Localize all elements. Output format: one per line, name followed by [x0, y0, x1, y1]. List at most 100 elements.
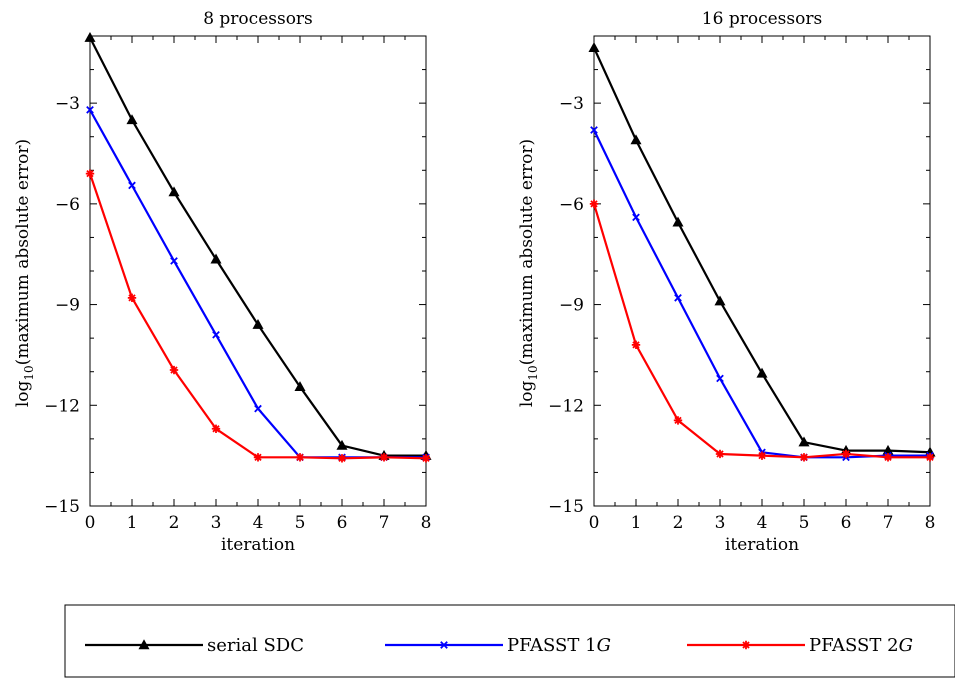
data-point [716, 374, 724, 383]
y-tick-label: −6 [559, 195, 584, 215]
x-tick-label: 3 [715, 513, 726, 533]
x-tick-label: 5 [799, 513, 810, 533]
data-point [295, 453, 305, 462]
data-point [128, 181, 136, 190]
data-point [756, 367, 768, 378]
data-point [211, 424, 221, 433]
y-tick-label: −12 [44, 396, 80, 416]
legend-marker [741, 640, 751, 650]
data-point [631, 340, 641, 350]
data-point [925, 453, 935, 462]
data-point [212, 330, 220, 339]
legend-marker [138, 639, 150, 650]
data-point [588, 42, 600, 52]
data-point [799, 453, 809, 462]
x-tick-label: 5 [295, 513, 306, 533]
legend-label: PFASST 1G [507, 635, 611, 656]
x-axis-label: iteration [221, 535, 295, 555]
data-point [421, 454, 431, 463]
plot-frame [593, 35, 931, 507]
data-point [170, 257, 178, 265]
data-point [127, 293, 137, 303]
y-axis-label-log: log [13, 380, 33, 407]
legend-label-text: serial SDC [207, 635, 304, 656]
chart-panel-16-processors: 16 processors 0 1 2 3 4 5 6 7 8 −15 −12 −9 −6 −3 iterat… [517, 9, 936, 555]
data-point [589, 199, 599, 209]
legend-label-text: PFASST 1 [507, 635, 597, 656]
data-point [883, 453, 893, 462]
data-point [85, 169, 95, 178]
data-point [757, 451, 767, 460]
y-tick-label: −3 [559, 94, 584, 114]
data-point [168, 186, 180, 197]
data-point [253, 453, 263, 462]
chart-panel-8-processors: 8 processors 0 1 2 3 4 5 6 7 8 −15 −12 −9 −6 −3 iterati… [13, 9, 432, 555]
data-point [254, 404, 262, 413]
y-axis-label-rest: (maximum absolute error) [517, 139, 537, 365]
x-tick-label: 1 [631, 513, 642, 533]
data-point [294, 381, 306, 392]
y-tick-label: −12 [548, 396, 584, 416]
series-line [89, 109, 426, 459]
series-line [592, 203, 930, 459]
x-tick-label: 8 [421, 513, 432, 533]
x-axis-label: iteration [725, 535, 799, 555]
data-point [672, 216, 684, 227]
x-tick-label: 3 [211, 513, 222, 533]
data-point [84, 31, 96, 42]
data-point [841, 449, 851, 459]
data-point [126, 114, 138, 125]
x-tick-label: 1 [127, 513, 138, 533]
data-point [590, 126, 598, 134]
y-tick-label: −9 [55, 296, 80, 316]
x-tick-label: 0 [85, 513, 96, 533]
x-tick-label: 4 [253, 513, 264, 533]
y-tick-label: −9 [559, 296, 584, 316]
legend-marker [440, 641, 448, 649]
y-axis-label-subscript: 10 [526, 365, 540, 380]
data-point [336, 439, 348, 450]
data-point [337, 454, 347, 463]
plot-frame [89, 35, 427, 507]
data-point [674, 294, 682, 302]
data-point [86, 106, 94, 114]
x-tick-label: 7 [883, 513, 894, 533]
y-axis-label: log10(maximum absolute error) [517, 139, 540, 407]
y-tick-label: −3 [55, 94, 80, 114]
series-line [89, 37, 426, 457]
chart-title: 16 processors [702, 9, 822, 29]
legend-label-g: G [597, 635, 611, 656]
data-point [630, 134, 642, 145]
series-line [593, 129, 930, 459]
x-tick-label: 6 [841, 513, 852, 533]
legend-label-g: G [899, 635, 913, 656]
y-axis-label-log: log [517, 380, 537, 407]
legend-label: PFASST 2G [809, 635, 913, 656]
data-point [210, 253, 222, 264]
x-tick-label: 8 [925, 513, 936, 533]
x-tick-label: 2 [169, 513, 180, 533]
data-point [798, 436, 810, 447]
data-point [673, 416, 683, 425]
data-point [169, 365, 179, 375]
y-axis-label: log10(maximum absolute error) [13, 139, 36, 407]
x-tick-label: 4 [757, 513, 768, 533]
data-point [252, 318, 264, 329]
y-tick-label: −6 [55, 195, 80, 215]
x-tick-label: 2 [673, 513, 684, 533]
data-point [379, 453, 389, 462]
y-axis-label-rest: (maximum absolute error) [13, 139, 33, 365]
y-tick-label: −15 [548, 497, 584, 517]
x-tick-label: 7 [379, 513, 390, 533]
data-point [632, 213, 640, 222]
legend-label: serial SDC [207, 635, 304, 656]
series-line [592, 47, 931, 454]
legend-box [64, 604, 955, 678]
chart-title: 8 processors [203, 9, 313, 29]
x-tick-label: 0 [589, 513, 600, 533]
y-axis-label-subscript: 10 [22, 365, 36, 380]
y-tick-label: −15 [44, 497, 80, 517]
x-tick-label: 6 [337, 513, 348, 533]
legend: serial SDC PFASST 1G PFASST 2G [64, 604, 955, 678]
